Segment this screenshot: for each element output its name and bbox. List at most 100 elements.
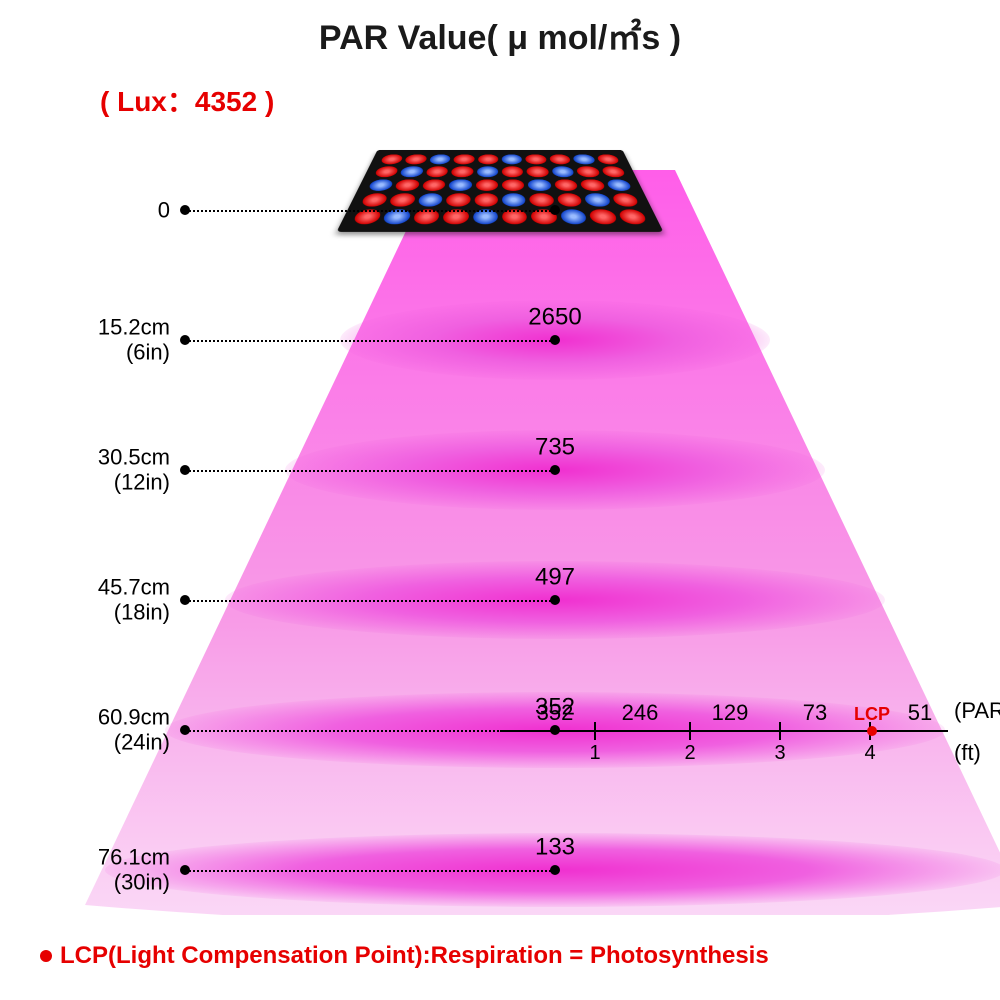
center-dot (550, 595, 560, 605)
distance-cm: 30.5cm (98, 445, 170, 470)
led-blue (502, 154, 523, 164)
distance-cm: 0 (158, 197, 170, 222)
center-dot (550, 465, 560, 475)
distance-label: 76.1cm(30in) (98, 845, 170, 896)
ruler: 12343522461297351LCP(PAR)(ft) (500, 700, 948, 760)
axis-dot (180, 205, 190, 215)
ruler-par-label: 73 (803, 700, 827, 726)
center-dot (550, 865, 560, 875)
ruler-unit-ft: (ft) (954, 740, 981, 766)
ruler-tick (689, 722, 691, 740)
led-red (529, 194, 554, 207)
page-title: PAR Value( μ mol/㎡s ) (0, 10, 1000, 59)
center-dot (550, 205, 560, 215)
distance-in: (30in) (98, 870, 170, 895)
ruler-unit-par: (PAR) (954, 698, 1000, 724)
lcp-label: LCP (854, 704, 890, 725)
distance-guideline (185, 870, 555, 872)
led-red (394, 179, 420, 191)
ruler-ft-label: 4 (864, 742, 875, 765)
led-red (617, 209, 648, 224)
distance-label: 30.5cm(12in) (98, 445, 170, 496)
distance-cm: 45.7cm (98, 575, 170, 600)
led-blue (502, 194, 526, 207)
led-blue (528, 179, 552, 191)
led-red (549, 154, 572, 164)
distance-label: 0 (158, 197, 170, 222)
light-cone (0, 155, 1000, 915)
distance-cm: 15.2cm (98, 315, 170, 340)
distance-label: 45.7cm(18in) (98, 575, 170, 626)
led-red (445, 194, 470, 207)
distance-guideline (185, 340, 555, 342)
distance-in: (6in) (98, 340, 170, 365)
led-red (475, 179, 498, 191)
axis-dot (180, 865, 190, 875)
distance-in: (12in) (98, 470, 170, 495)
ruler-line (500, 730, 948, 732)
led-blue (476, 166, 498, 177)
distance-in: (18in) (98, 600, 170, 625)
led-blue (605, 179, 632, 191)
led-red (579, 179, 605, 191)
led-red (554, 179, 579, 191)
center-dot (550, 335, 560, 345)
led-red (525, 154, 547, 164)
distance-guideline (185, 210, 555, 212)
led-blue (448, 179, 472, 191)
ruler-ft-label: 1 (589, 742, 600, 765)
ruler-ft-label: 3 (774, 742, 785, 765)
footnote-text: LCP(Light Compensation Point):Respiratio… (60, 942, 769, 970)
led-red (526, 166, 549, 177)
ruler-tick (594, 722, 596, 740)
par-value: 497 (535, 564, 575, 592)
distance-guideline (185, 470, 555, 472)
led-red (453, 154, 475, 164)
distance-label: 15.2cm(6in) (98, 315, 170, 366)
par-value: 133 (535, 834, 575, 862)
led-red (388, 194, 416, 207)
ruler-par-label: 352 (537, 700, 574, 726)
lux-label: ( Lux：4352 ) (100, 80, 274, 120)
ruler-tick (779, 722, 781, 740)
axis-dot (180, 595, 190, 605)
led-red (451, 166, 474, 177)
led-red (404, 154, 428, 164)
distance-label: 60.9cm(24in) (98, 705, 170, 756)
led-blue (560, 209, 588, 224)
ruler-ft-label: 2 (684, 742, 695, 765)
par-value: 2650 (528, 304, 581, 332)
led-blue (551, 166, 575, 177)
led-blue (429, 154, 452, 164)
distance-in: (24in) (98, 730, 170, 755)
lcp-dot (867, 726, 877, 736)
ruler-par-label: 51 (908, 700, 932, 726)
par-value: 735 (535, 434, 575, 462)
led-red (502, 179, 525, 191)
led-red (556, 194, 583, 207)
led-red (576, 166, 601, 177)
led-blue (399, 166, 424, 177)
led-blue (584, 194, 612, 207)
led-red (596, 154, 621, 164)
axis-dot (180, 335, 190, 345)
led-red (380, 154, 405, 164)
led-blue (572, 154, 596, 164)
led-red (421, 179, 446, 191)
led-blue (367, 179, 394, 191)
led-red (374, 166, 400, 177)
ruler-par-label: 129 (712, 700, 749, 726)
distance-cm: 60.9cm (98, 705, 170, 730)
distance-guideline (185, 600, 555, 602)
led-red (600, 166, 626, 177)
ruler-par-label: 246 (622, 700, 659, 726)
lcp-footnote: LCP(Light Compensation Point):Respiratio… (40, 942, 769, 970)
red-dot-icon (40, 950, 52, 962)
led-red (477, 154, 498, 164)
axis-dot (180, 725, 190, 735)
led-red (502, 166, 524, 177)
led-red (474, 194, 498, 207)
led-red (360, 194, 389, 207)
led-red (425, 166, 449, 177)
grow-light-panel (337, 150, 664, 232)
